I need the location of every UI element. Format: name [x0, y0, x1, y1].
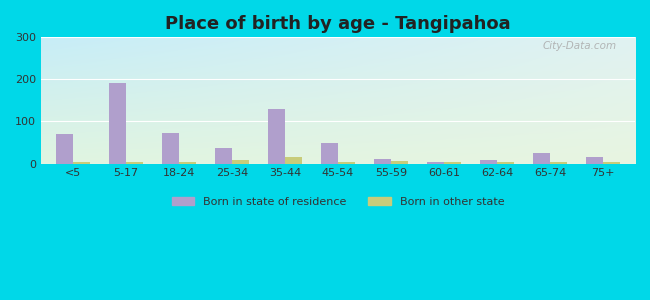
Bar — [533, 153, 550, 164]
Bar — [56, 134, 73, 164]
Bar — [550, 162, 567, 164]
Bar — [427, 162, 444, 164]
Bar — [586, 157, 603, 164]
Bar — [179, 162, 196, 164]
Bar — [374, 159, 391, 164]
Bar — [497, 162, 514, 164]
Bar — [126, 162, 143, 164]
Text: City-Data.com: City-Data.com — [543, 41, 618, 51]
Bar — [268, 109, 285, 164]
Bar — [338, 162, 355, 164]
Title: Place of birth by age - Tangipahoa: Place of birth by age - Tangipahoa — [165, 15, 511, 33]
Legend: Born in state of residence, Born in other state: Born in state of residence, Born in othe… — [167, 192, 509, 211]
Bar — [109, 83, 126, 164]
Bar — [480, 160, 497, 164]
Bar — [603, 162, 620, 164]
Bar — [162, 133, 179, 164]
Bar — [285, 157, 302, 164]
Bar — [232, 160, 249, 164]
Bar — [215, 148, 232, 164]
Bar — [73, 162, 90, 164]
Bar — [444, 162, 461, 164]
Bar — [321, 143, 338, 164]
Bar — [391, 161, 408, 164]
